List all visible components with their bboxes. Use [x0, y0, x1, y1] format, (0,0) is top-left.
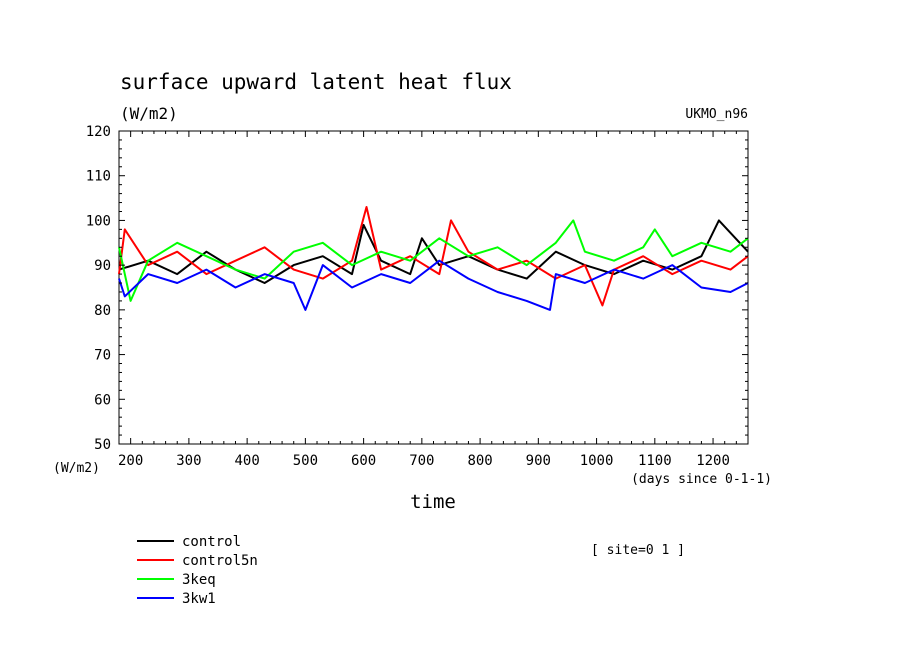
x-tick-label: 600 — [351, 453, 376, 469]
series-line-control5n — [118, 206, 749, 307]
chart-title: surface upward latent heat flux — [120, 70, 512, 94]
y-tick-label: 60 — [94, 392, 111, 408]
model-label: UKMO_n96 — [685, 107, 748, 122]
legend-label-control5n: control5n — [182, 553, 258, 569]
x-tick-label: 1200 — [696, 453, 730, 469]
plot-frame — [118, 130, 749, 445]
legend-label-control: control — [182, 534, 241, 550]
legend: control control5n 3keq 3kw1 — [137, 534, 258, 607]
legend-label-3keq: 3keq — [182, 572, 216, 588]
y-tick-label: 70 — [94, 348, 111, 364]
y-tick-label: 80 — [94, 303, 111, 319]
x-tick-label: 400 — [234, 453, 259, 469]
series-line-3keq — [118, 219, 749, 302]
y-tick-label: 50 — [94, 437, 111, 453]
y-axis: 50 60 70 80 90 100 110 120 — [86, 124, 748, 453]
x-axis-title: time — [410, 491, 456, 513]
y-tick-label: 110 — [86, 169, 111, 185]
x-tick-label: 1000 — [580, 453, 614, 469]
site-label: [ site=0 1 ] — [591, 543, 685, 558]
x-tick-label: 700 — [409, 453, 434, 469]
y-tick-label: 120 — [86, 124, 111, 140]
y-tick-label: 90 — [94, 258, 111, 274]
x-tick-label: 500 — [293, 453, 318, 469]
x-tick-label: 1100 — [638, 453, 672, 469]
x-tick-label: 200 — [118, 453, 143, 469]
x-tick-label: 300 — [176, 453, 201, 469]
x-tick-label: 800 — [467, 453, 492, 469]
y-unit-label: (W/m2) — [53, 461, 100, 476]
series-line-3kw1 — [118, 259, 749, 311]
x-tick-label: 900 — [526, 453, 551, 469]
y-tick-label: 100 — [86, 213, 111, 229]
x-axis: 200 300 400 500 600 700 800 900 1000 1100 1200 — [118, 131, 749, 469]
chart-subtitle: (W/m2) — [120, 104, 178, 123]
series-layer — [118, 206, 749, 311]
x-unit-label: (days since 0-1-1) — [631, 472, 772, 487]
legend-label-3kw1: 3kw1 — [182, 591, 216, 607]
